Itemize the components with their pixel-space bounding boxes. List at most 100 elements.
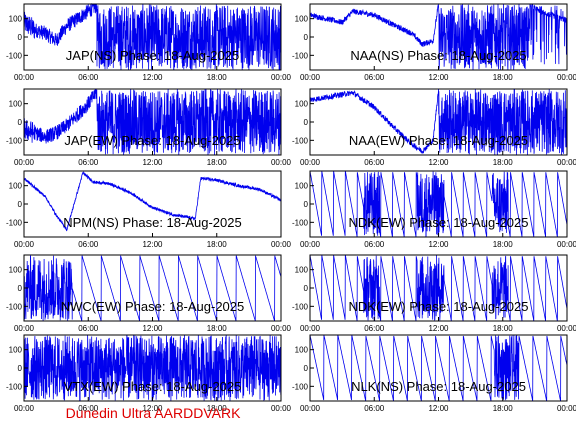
x-tick-label: 12:00 xyxy=(142,240,163,249)
x-tick-label: 12:00 xyxy=(142,73,163,82)
y-tick-label: -100 xyxy=(6,302,23,311)
chart-panel-10: 100 0 -100 00:00 06:00 12:00 18:00 00:00 NLK(NS)… xyxy=(292,334,576,413)
x-tick-label: 06:00 xyxy=(364,404,385,413)
y-tick-label: -100 xyxy=(292,382,309,391)
x-tick-label: 00:00 xyxy=(300,324,321,333)
x-tick-label: 00:00 xyxy=(557,404,576,413)
x-tick-label: 00:00 xyxy=(300,240,321,249)
x-tick-label: 18:00 xyxy=(207,324,228,333)
chart-panel-7: 100 0 -100 00:00 06:00 12:00 18:00 00:00 NWC(EW)… xyxy=(6,254,292,333)
x-tick-label: 18:00 xyxy=(207,73,228,82)
panel-title: VTX(EW) Phase: 18-Aug-2025 xyxy=(64,379,242,394)
x-tick-label: 00:00 xyxy=(271,324,292,333)
y-tick-label: -100 xyxy=(292,136,309,145)
y-tick-label: -100 xyxy=(6,382,23,391)
x-tick-label: 18:00 xyxy=(207,404,228,413)
y-tick-label: 0 xyxy=(304,284,309,293)
y-tick-label: 100 xyxy=(295,182,309,191)
x-tick-label: 18:00 xyxy=(493,240,514,249)
x-tick-label: 18:00 xyxy=(207,158,228,167)
panel-title: JAP(EW) Phase: 18-Aug-2025 xyxy=(64,133,240,148)
x-tick-label: 06:00 xyxy=(364,324,385,333)
x-tick-label: 12:00 xyxy=(142,158,163,167)
x-tick-label: 00:00 xyxy=(14,73,35,82)
phase-trace-line xyxy=(23,255,282,322)
panel-title: NLK(NS) Phase: 18-Aug-2025 xyxy=(351,379,526,394)
x-tick-label: 12:00 xyxy=(428,324,449,333)
y-tick-label: -100 xyxy=(292,51,309,60)
y-tick-label: 100 xyxy=(9,100,23,109)
phase-trace-line xyxy=(23,88,282,155)
x-tick-label: 06:00 xyxy=(364,240,385,249)
x-tick-label: 06:00 xyxy=(78,158,99,167)
phase-trace-line xyxy=(309,254,568,322)
x-tick-label: 00:00 xyxy=(14,158,35,167)
x-tick-label: 00:00 xyxy=(300,404,321,413)
x-tick-label: 12:00 xyxy=(142,404,163,413)
y-tick-label: -100 xyxy=(6,218,23,227)
y-tick-label: 100 xyxy=(9,266,23,275)
x-tick-label: 18:00 xyxy=(493,158,514,167)
panel-title: NPM(NS) Phase: 18-Aug-2025 xyxy=(63,215,241,230)
y-tick-label: 100 xyxy=(295,15,309,24)
x-tick-label: 12:00 xyxy=(428,158,449,167)
chart-panel-1: 100 0 -100 00:00 06:00 12:00 18:00 00:00 JAP(NS)… xyxy=(6,3,292,82)
chart-panel-3: 100 0 -100 00:00 06:00 12:00 18:00 00:00 JAP(EW)… xyxy=(6,88,292,167)
y-tick-label: 0 xyxy=(304,118,309,127)
y-tick-label: -100 xyxy=(6,136,23,145)
panel-title: NDK(EW) Phase: 18-Aug-2025 xyxy=(349,215,529,230)
chart-panel-4: 100 0 -100 00:00 06:00 12:00 18:00 00:00 NAA(EW)… xyxy=(292,88,576,167)
chart-panel-8: 100 0 -100 00:00 06:00 12:00 18:00 00:00 NDK(EW)… xyxy=(292,254,576,333)
phase-trace-line xyxy=(23,3,282,71)
x-tick-label: 12:00 xyxy=(428,73,449,82)
panel-title: NAA(EW) Phase: 18-Aug-2025 xyxy=(349,133,528,148)
y-tick-label: 0 xyxy=(18,118,23,127)
x-tick-label: 00:00 xyxy=(14,324,35,333)
phase-trace-line xyxy=(23,334,282,401)
x-tick-label: 00:00 xyxy=(300,73,321,82)
panel-title: JAP(NS) Phase: 18-Aug-2025 xyxy=(66,48,239,63)
x-tick-label: 00:00 xyxy=(557,240,576,249)
x-tick-label: 00:00 xyxy=(557,158,576,167)
y-tick-label: -100 xyxy=(6,51,23,60)
x-tick-label: 00:00 xyxy=(557,324,576,333)
x-tick-label: 00:00 xyxy=(271,158,292,167)
y-tick-label: 0 xyxy=(304,200,309,209)
y-tick-label: 100 xyxy=(295,100,309,109)
phase-trace-line xyxy=(309,3,568,71)
x-tick-label: 18:00 xyxy=(493,73,514,82)
chart-panel-6: 100 0 -100 00:00 06:00 12:00 18:00 00:00 NDK(EW)… xyxy=(292,170,576,249)
x-tick-label: 06:00 xyxy=(78,73,99,82)
x-tick-label: 18:00 xyxy=(493,324,514,333)
panel-title: NAA(NS) Phase: 18-Aug-2025 xyxy=(350,48,526,63)
x-tick-label: 00:00 xyxy=(271,240,292,249)
phase-trace-line xyxy=(23,171,282,232)
x-tick-label: 00:00 xyxy=(557,73,576,82)
y-tick-label: 100 xyxy=(9,346,23,355)
x-tick-label: 06:00 xyxy=(364,73,385,82)
x-tick-label: 00:00 xyxy=(14,240,35,249)
y-tick-label: -100 xyxy=(292,218,309,227)
y-tick-label: 0 xyxy=(304,364,309,373)
y-tick-label: 100 xyxy=(295,266,309,275)
y-tick-label: 0 xyxy=(304,33,309,42)
x-tick-label: 18:00 xyxy=(207,240,228,249)
chart-panel-9: 100 0 -100 00:00 06:00 12:00 18:00 00:00 VTX(EW)… xyxy=(6,334,292,413)
footer-station-label: Dunedin Ultra AARDDVARK xyxy=(66,405,241,421)
phase-trace-line xyxy=(309,334,568,402)
y-tick-label: 100 xyxy=(295,346,309,355)
x-tick-label: 00:00 xyxy=(271,404,292,413)
y-tick-label: 0 xyxy=(18,200,23,209)
x-tick-label: 00:00 xyxy=(271,73,292,82)
y-tick-label: 0 xyxy=(18,33,23,42)
x-tick-label: 06:00 xyxy=(78,404,99,413)
chart-panel-2: 100 0 -100 00:00 06:00 12:00 18:00 00:00 NAA(NS)… xyxy=(292,3,576,82)
chart-panel-5: 100 0 -100 00:00 06:00 12:00 18:00 00:00 NPM(NS)… xyxy=(6,170,292,249)
panel-title: NWC(EW) Phase: 18-Aug-2025 xyxy=(61,299,245,314)
panel-title: NDK(EW) Phase: 18-Aug-2025 xyxy=(349,299,529,314)
x-tick-label: 06:00 xyxy=(78,324,99,333)
x-tick-label: 18:00 xyxy=(493,404,514,413)
x-tick-label: 00:00 xyxy=(14,404,35,413)
